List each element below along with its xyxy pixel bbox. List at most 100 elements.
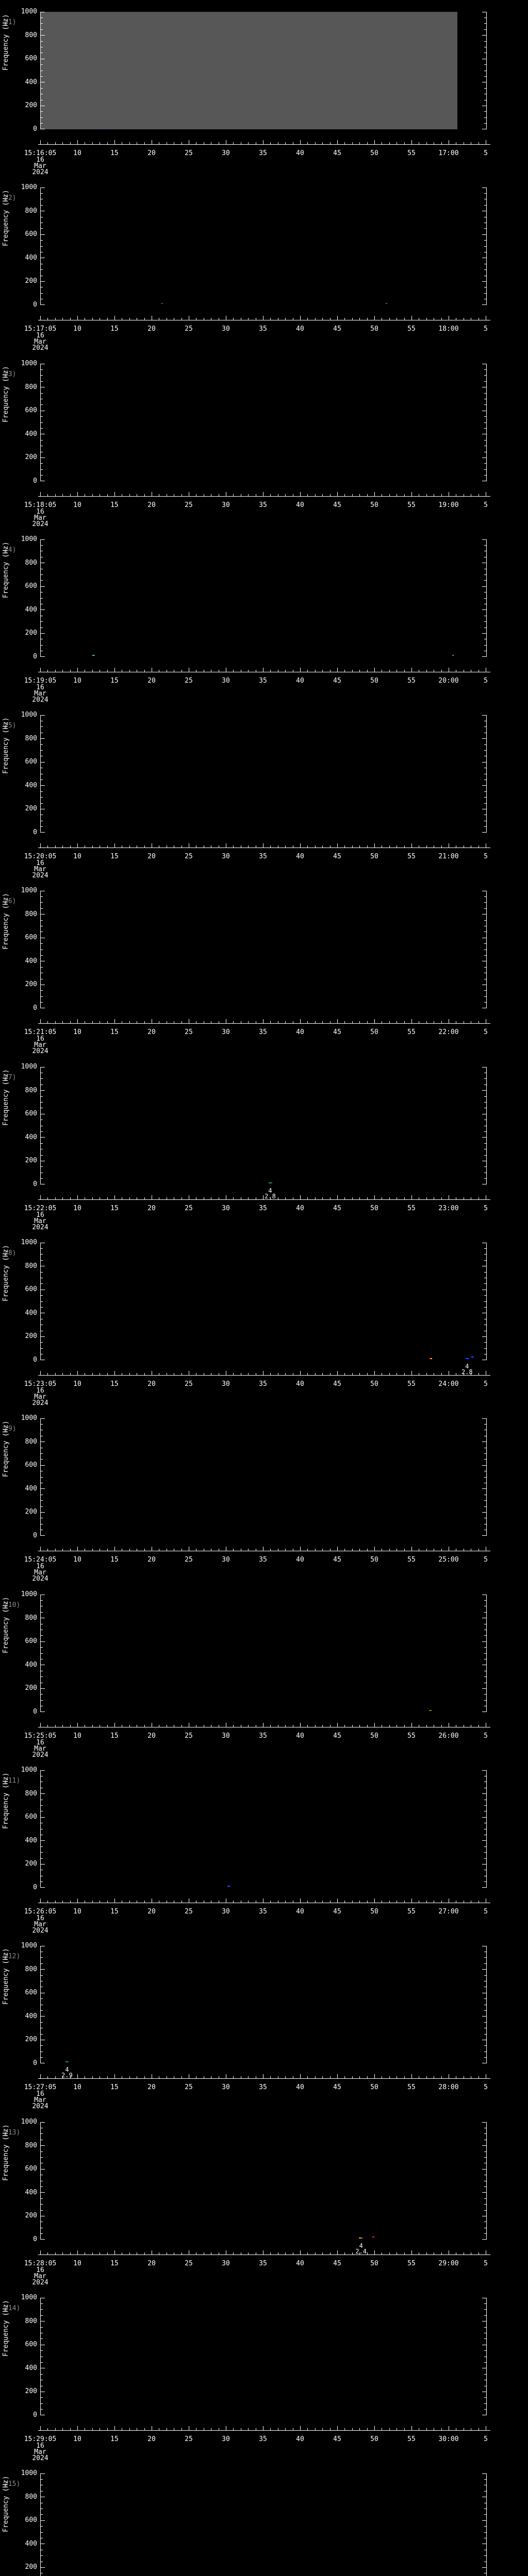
time-tick [55, 1901, 56, 1903]
y-tick [41, 2350, 43, 2351]
time-tick [114, 2074, 115, 2078]
time-tick [404, 318, 405, 320]
time-tick [114, 316, 115, 320]
time-tick [315, 1901, 316, 1903]
time-tick [40, 1371, 41, 1375]
time-axis-ruler [38, 140, 490, 145]
frequency-tick-label: 1000 [21, 887, 37, 894]
y-tick [41, 123, 43, 124]
spectrogram-panel: (15)Frequency (Hz)15:30:0516Mar202410152… [0, 2462, 528, 2576]
y-tick [41, 2526, 43, 2527]
time-tick-label: 50 [370, 853, 378, 860]
time-tick [307, 2428, 308, 2430]
time-tick-label: 50 [370, 1908, 378, 1916]
time-tick [300, 316, 301, 320]
time-tick-label: 30 [222, 1908, 230, 1916]
y-tick [41, 779, 43, 780]
time-tick-label: 40 [296, 1732, 304, 1740]
spectrogram-panel: (10) Frequency (Hz) 15:25:05 16 Mar 2024 10 15 2… [0, 1583, 528, 1758]
frequency-axis-label: Frequency (Hz) [2, 2300, 10, 2357]
time-tick [426, 2428, 427, 2430]
panel-number-label: (11) [4, 1777, 21, 1785]
plot-area [40, 715, 487, 833]
panel-number-label: (14) [4, 2304, 21, 2312]
time-tick [40, 1547, 41, 1551]
time-tick [129, 142, 130, 144]
time-tick [441, 1901, 442, 1903]
date-label: 2024 [32, 344, 48, 352]
frequency-tick-label: 200 [25, 101, 37, 110]
time-tick-label: 55 [407, 677, 416, 685]
frequency-tick-label: 400 [25, 781, 37, 789]
y-tick [41, 2514, 43, 2515]
y-axis-left [40, 1595, 41, 1712]
y-tick [41, 1348, 43, 1349]
time-tick [352, 318, 353, 320]
frequency-tick-label: 600 [25, 1461, 37, 1469]
time-tick [47, 2252, 48, 2255]
panel-number-label: (8) [4, 1249, 16, 1257]
time-tick-label: 25 [185, 1908, 193, 1916]
time-tick [329, 318, 331, 320]
time-tick [77, 2426, 78, 2430]
time-tick [92, 494, 93, 496]
time-tick [300, 1019, 301, 1023]
time-tick [374, 843, 375, 848]
time-tick-label: 15 [110, 2260, 119, 2267]
time-tick [322, 1021, 323, 1023]
frequency-tick-label: 1000 [21, 2469, 37, 2477]
frequency-tick-label: 1000 [21, 1590, 37, 1598]
frequency-axis-label: Frequency (Hz) [2, 717, 10, 774]
time-tick [47, 2428, 48, 2430]
time-tick [359, 1021, 360, 1023]
time-tick [77, 1899, 78, 1903]
time-tick [352, 1901, 353, 1903]
spectrogram-panel: (7) Frequency (Hz) 4 2.8 15:22:05 16 Mar 2024 10… [0, 1055, 528, 1231]
frequency-tick-label: 200 [25, 805, 37, 813]
time-tick [367, 1197, 368, 1199]
time-tick-label: 15 [110, 1205, 119, 1212]
time-tick-label: 45 [333, 501, 341, 509]
y-axis-right [486, 188, 487, 305]
time-tick [441, 1549, 442, 1551]
time-tick [389, 2252, 390, 2255]
y-tick [484, 1096, 486, 1097]
time-tick-label: 50 [370, 1732, 378, 1740]
time-tick [144, 2428, 145, 2430]
time-tick [92, 2428, 93, 2430]
time-tick-label: 5 [484, 853, 488, 860]
y-axis-left [40, 539, 41, 657]
frequency-axis-label: Frequency (Hz) [2, 2476, 10, 2532]
signal-event-marker [268, 1182, 272, 1183]
y-tick [41, 803, 43, 804]
y-tick [41, 393, 43, 394]
time-tick-label: 18:00 [438, 325, 459, 333]
time-tick [359, 670, 360, 672]
time-tick [352, 1197, 353, 1199]
y-tick [41, 967, 43, 968]
time-tick [300, 492, 301, 496]
y-tick [41, 1248, 43, 1249]
start-time-label: 15:18:05 [24, 501, 57, 509]
time-tick [367, 1901, 368, 1903]
plot-area [40, 2298, 487, 2415]
y-tick [484, 902, 486, 903]
y-tick [41, 580, 43, 581]
y-tick [484, 1957, 486, 1958]
y-tick [41, 1535, 45, 1536]
y-tick [484, 123, 486, 124]
time-tick [389, 142, 390, 144]
frequency-tick-label: 600 [25, 1285, 37, 1294]
time-tick [478, 2428, 479, 2430]
y-tick [41, 1793, 45, 1794]
y-tick [484, 205, 486, 206]
time-tick [55, 494, 56, 496]
time-tick-label: 25 [185, 2083, 193, 2091]
time-tick-label: 20 [147, 1732, 156, 1740]
frequency-tick-label: 800 [25, 31, 37, 39]
time-tick [322, 1197, 323, 1199]
time-tick [270, 2252, 271, 2255]
time-tick [92, 1725, 93, 1727]
time-tick [62, 1901, 63, 1903]
time-tick-label: 5 [484, 1380, 488, 1388]
